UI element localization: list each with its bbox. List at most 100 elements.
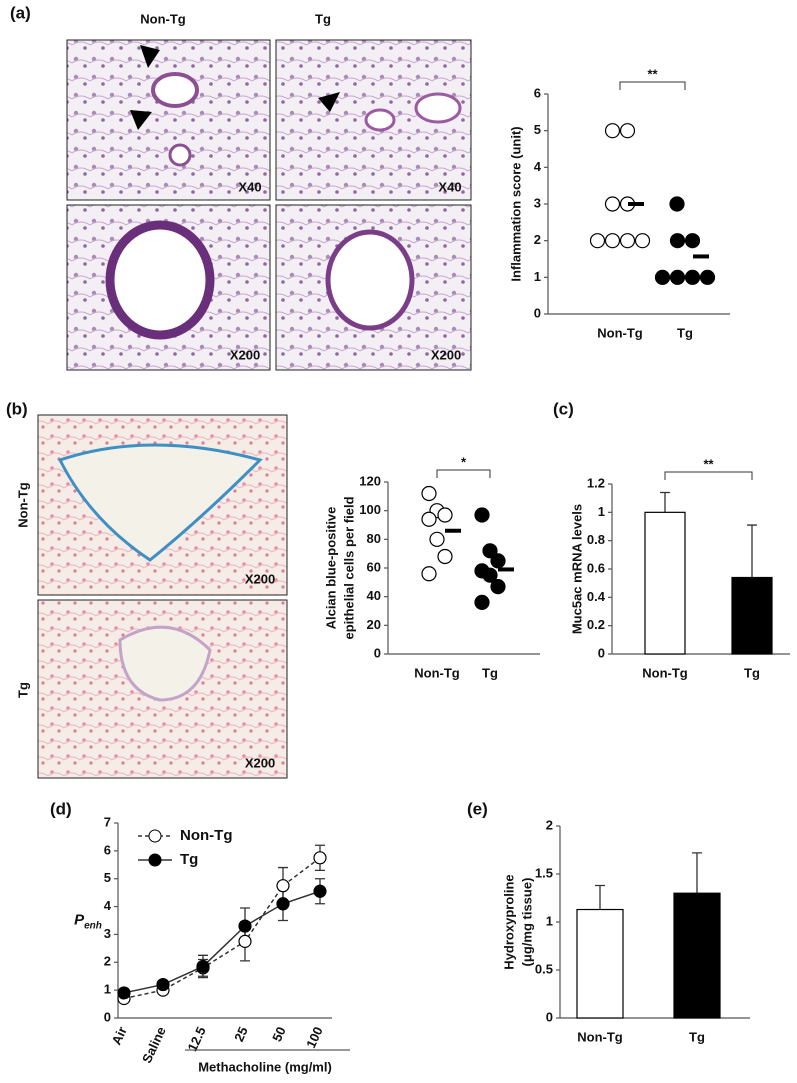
data-point bbox=[313, 851, 327, 865]
data-point bbox=[669, 233, 686, 249]
y-tick-label: 2 bbox=[534, 232, 541, 247]
airway bbox=[325, 229, 415, 331]
airway bbox=[151, 72, 199, 108]
data-point bbox=[589, 233, 606, 249]
significance-label: * bbox=[461, 454, 467, 469]
significance-label: ** bbox=[647, 66, 658, 81]
panel-label: (d) bbox=[50, 799, 72, 818]
y-tick-label: 6 bbox=[534, 85, 541, 100]
magnification: X40 bbox=[238, 179, 261, 194]
y-tick-label: 0.2 bbox=[587, 617, 605, 632]
data-point bbox=[421, 511, 437, 527]
airway bbox=[118, 625, 212, 702]
bar bbox=[673, 892, 721, 1019]
panel-label: (a) bbox=[10, 3, 31, 22]
side-label: Non-Tg bbox=[15, 482, 30, 528]
magnification: X200 bbox=[245, 571, 275, 586]
data-point bbox=[684, 233, 701, 249]
micrographs bbox=[37, 39, 472, 779]
panel-label: (e) bbox=[467, 799, 488, 818]
significance-bracket bbox=[619, 81, 686, 90]
magnification: X200 bbox=[245, 755, 275, 770]
x-tick-label: Tg bbox=[689, 1029, 705, 1044]
data-point bbox=[437, 507, 453, 523]
y-tick-label: 2 bbox=[104, 954, 111, 969]
x-tick-label: Non-Tg bbox=[597, 325, 643, 340]
y-tick-label: 4 bbox=[534, 159, 542, 174]
x-axis-label: Methacholine (mg/ml) bbox=[198, 1059, 332, 1074]
data-point bbox=[421, 485, 437, 502]
airway bbox=[105, 220, 215, 340]
magnification: X200 bbox=[230, 347, 260, 362]
legend-label: Non-Tg bbox=[180, 827, 232, 844]
data-point bbox=[490, 553, 506, 569]
data-point bbox=[313, 884, 327, 898]
airway bbox=[414, 92, 462, 124]
y-axis-label-main: P bbox=[74, 911, 85, 928]
x-tick-label: Tg bbox=[482, 665, 498, 680]
x-tick-label: Saline bbox=[139, 1024, 169, 1065]
y-tick-label: 120 bbox=[359, 473, 381, 488]
data-point bbox=[482, 543, 498, 559]
panel-labels: (a) (b) (c) (d) (e) bbox=[6, 3, 574, 818]
y-tick-label: 3 bbox=[104, 926, 111, 941]
y-tick-label: 2 bbox=[546, 817, 553, 832]
y-tick-label: 80 bbox=[367, 531, 381, 546]
data-point bbox=[669, 269, 686, 285]
arrowhead bbox=[130, 110, 152, 130]
data-point bbox=[669, 196, 685, 212]
series-line bbox=[123, 890, 321, 994]
x-tick-label: 100 bbox=[303, 1024, 326, 1050]
data-point bbox=[482, 567, 498, 583]
bar bbox=[731, 576, 773, 655]
y-axis-label: Penh bbox=[74, 911, 102, 931]
significance-label: ** bbox=[703, 456, 714, 471]
data-point bbox=[634, 233, 651, 249]
airway bbox=[57, 443, 263, 562]
significance-bracket bbox=[436, 469, 491, 478]
data-point bbox=[196, 959, 210, 974]
y-tick-label: 100 bbox=[359, 502, 381, 517]
y-tick-label: 1 bbox=[598, 504, 605, 519]
data-point bbox=[276, 897, 290, 911]
x-tick-label: 25 bbox=[231, 1024, 251, 1043]
significance-bracket bbox=[664, 471, 753, 480]
y-tick-label: 0.6 bbox=[587, 560, 605, 575]
data-point bbox=[117, 986, 131, 1000]
y-axis-label: Hydroxyproline bbox=[501, 874, 516, 969]
x-tick-label: Non-Tg bbox=[577, 1029, 623, 1044]
data-point bbox=[654, 269, 671, 285]
legend-marker bbox=[148, 853, 162, 867]
y-axis-label: Muc5ac mRNA levels bbox=[569, 504, 584, 634]
y-axis-label: Inflammation score (unit) bbox=[508, 126, 523, 281]
legend-label: Tg bbox=[180, 851, 198, 868]
y-tick-label: 5 bbox=[534, 122, 541, 137]
error-bar bbox=[692, 852, 702, 894]
magnification: X40 bbox=[438, 179, 461, 194]
legend-marker bbox=[148, 829, 162, 843]
airway bbox=[364, 108, 396, 132]
y-tick-label: 0 bbox=[104, 1009, 111, 1024]
y-tick-label: 60 bbox=[367, 559, 381, 574]
airway bbox=[168, 143, 192, 167]
data-point bbox=[474, 507, 490, 523]
x-tick-label: Air bbox=[109, 1024, 130, 1047]
bar bbox=[644, 511, 686, 655]
image-header: Tg bbox=[315, 11, 331, 26]
y-axis-label: Alcian blue-positive bbox=[323, 507, 338, 630]
data-point bbox=[699, 269, 716, 285]
x-tick-label: Non-Tg bbox=[642, 665, 688, 680]
data-point bbox=[619, 123, 636, 139]
data-point bbox=[684, 269, 701, 285]
data-point bbox=[604, 196, 621, 212]
data-point bbox=[619, 233, 636, 249]
y-tick-label: 5 bbox=[104, 870, 111, 885]
y-tick-label: 20 bbox=[367, 617, 381, 632]
x-tick-label: 12.5 bbox=[185, 1024, 209, 1053]
y-axis-label: (μg/mg tissue) bbox=[519, 878, 534, 967]
micrograph bbox=[66, 39, 271, 201]
y-tick-label: 3 bbox=[534, 195, 541, 210]
arrowhead bbox=[318, 92, 340, 112]
y-tick-label: 40 bbox=[367, 588, 381, 603]
